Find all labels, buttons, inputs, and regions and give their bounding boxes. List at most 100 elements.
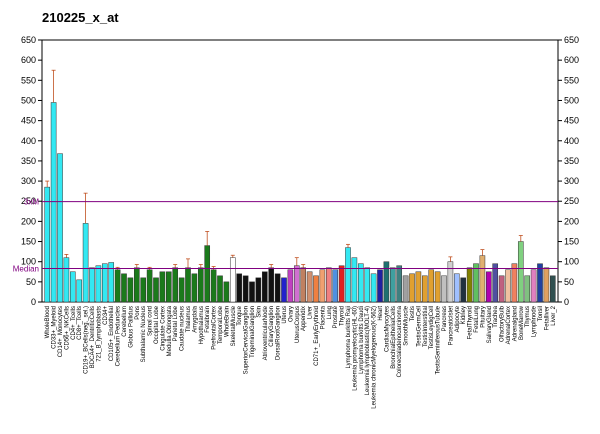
x-tick-label: BDCA4+_DentriticCells: [90, 306, 96, 368]
bar: [383, 261, 390, 303]
bar: [281, 277, 287, 303]
x-tick-label: Globus Pallidus: [128, 306, 134, 348]
bar: [453, 273, 460, 303]
x-tick-label: Tongue: [237, 305, 243, 325]
x-tick-label: DorsalRootGanglion: [276, 306, 282, 360]
bar: [505, 269, 511, 303]
bar: [466, 267, 473, 303]
y-tick-label: 250: [21, 196, 36, 206]
x-tick-label: Pituitary: [480, 306, 486, 328]
y-tick-label: 0: [31, 297, 36, 307]
y-tick-label: 100: [21, 257, 36, 267]
bar: [268, 267, 275, 303]
x-tick-label: Uterus: [282, 306, 288, 324]
bar: [441, 275, 447, 303]
bar: [121, 273, 127, 303]
x-tick-label: TestisInterstitial: [423, 306, 429, 347]
bar: [338, 265, 345, 303]
x-tick-label: SalivaryGland: [487, 306, 493, 343]
x-tick-label: UterusCorpus: [295, 306, 301, 343]
bar: [50, 102, 57, 303]
bar: [293, 265, 300, 303]
plot-frame: [41, 39, 559, 303]
bar: [434, 271, 441, 303]
x-tick-label: WholeBlood: [45, 306, 51, 338]
x-tick-label: Spinal cord: [148, 306, 154, 336]
y-tick-label: 150: [21, 237, 36, 247]
x-tick-label: Subthalamic Nucleus: [141, 306, 147, 362]
bar: [95, 265, 102, 303]
x-tick-label: SuperiorCervicalGanglion: [244, 306, 250, 374]
x-tick-label: TemporalLobe: [218, 305, 224, 344]
bar: [242, 275, 249, 303]
x-tick-label: BronchialEpithelialCells: [391, 306, 397, 369]
bar: [447, 261, 454, 303]
bar: [524, 275, 531, 303]
y2-tick-label: 600: [564, 55, 579, 65]
x-tick-label: TestisSeminiferousTubule: [436, 305, 442, 374]
x-tick-label: Heart: [378, 306, 384, 321]
x-tick-label: Lymphoma burkitts Daudi: [359, 306, 365, 374]
x-tick-label: AdrenalCortex: [506, 306, 512, 344]
x-tick-label: TrigeminalGanglion: [250, 306, 256, 358]
x-tick-label: Lymphoma burkitts Raji: [346, 306, 352, 368]
bar: [159, 271, 166, 303]
bar: [236, 273, 243, 303]
x-tick-label: TestisGermCell: [416, 306, 422, 347]
y2-tick-label: 100: [564, 257, 579, 267]
x-tick-label: CD56+_NKCells: [64, 306, 70, 350]
x-tick-label: PrefrontalCortex: [212, 306, 218, 350]
bar: [108, 262, 115, 303]
y-tick-label: 650: [21, 35, 36, 45]
bar: [537, 263, 543, 303]
x-tick-label: Prostate: [333, 305, 339, 328]
bar: [357, 263, 364, 303]
x-tick-label: Adrenalgland: [512, 306, 518, 341]
bar: [313, 275, 319, 303]
bar: [287, 269, 294, 303]
bar: [492, 263, 499, 303]
bar: [396, 265, 403, 303]
bar: [89, 267, 95, 303]
x-tick-label: 721_B_lymphoblasts: [96, 306, 102, 362]
y2-tick-label: 300: [564, 176, 579, 186]
bar: [249, 281, 255, 303]
bar: [549, 275, 556, 303]
bar: [274, 273, 281, 303]
x-tick-label: Skin: [256, 306, 262, 318]
x-tick-label: Placenta: [320, 305, 326, 329]
reference-label: Median: [13, 265, 39, 274]
y2-tick-label: 350: [564, 156, 579, 166]
x-tick-label: CD71+_EarlyErythroid: [314, 306, 320, 366]
bar: [146, 269, 153, 303]
bar: [402, 275, 409, 303]
x-tick-label: BoneMarrow: [519, 305, 525, 340]
x-tick-label: Thalamus: [186, 306, 192, 332]
x-tick-label: Leukemia promyelocytic(HL-60): [352, 306, 358, 391]
bar: [217, 275, 223, 303]
x-tick-label: CD33+_Myeloid: [52, 306, 58, 349]
bar: [325, 267, 332, 303]
x-tick-label: Liver_2: [551, 305, 557, 325]
bar: [165, 271, 172, 303]
bar: [364, 267, 371, 303]
bar: [511, 263, 518, 303]
y2-tick-label: 200: [564, 216, 579, 226]
bar: [409, 273, 415, 303]
x-tick-label: SmoothMuscle: [404, 305, 410, 345]
bar: [178, 277, 185, 303]
x-tick-label: SkeletalMuscle: [231, 305, 237, 346]
x-tick-label: TestisLeydigCell: [429, 306, 435, 349]
bar: [319, 269, 326, 303]
x-tick-label: Cingulate Cortex: [160, 306, 166, 351]
x-tick-label: CD4+_Tcells: [71, 306, 77, 340]
y-tick-label: 500: [21, 95, 36, 105]
bar: [101, 263, 108, 303]
y2-tick-label: 650: [564, 35, 579, 45]
bar: [479, 255, 486, 303]
y2-tick-label: 400: [564, 136, 579, 146]
chart-title: 210225_x_at: [42, 10, 119, 25]
bar: [140, 277, 147, 303]
x-tick-label: Testis: [410, 306, 416, 321]
